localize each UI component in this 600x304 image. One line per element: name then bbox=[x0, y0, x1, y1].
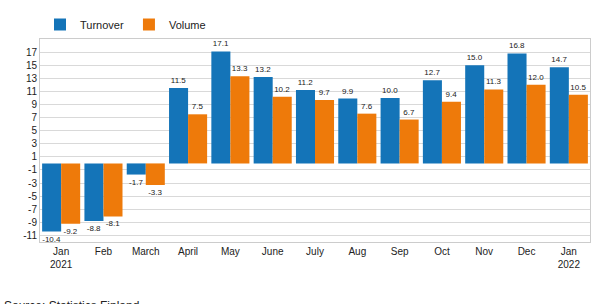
svg-text:9.7: 9.7 bbox=[319, 88, 331, 97]
svg-text:Sep: Sep bbox=[391, 246, 409, 257]
svg-text:Oct: Oct bbox=[434, 246, 450, 257]
svg-text:-7: -7 bbox=[28, 204, 37, 215]
svg-text:15: 15 bbox=[26, 60, 38, 71]
svg-text:17.1: 17.1 bbox=[213, 39, 229, 48]
svg-text:-8.8: -8.8 bbox=[87, 224, 101, 233]
svg-text:11.5: 11.5 bbox=[171, 76, 187, 85]
svg-text:11.2: 11.2 bbox=[298, 78, 314, 87]
svg-text:10.0: 10.0 bbox=[382, 86, 398, 95]
svg-text:1: 1 bbox=[31, 151, 37, 162]
svg-text:March: March bbox=[132, 246, 160, 257]
svg-text:Aug: Aug bbox=[348, 246, 366, 257]
svg-text:-8.1: -8.1 bbox=[106, 219, 120, 228]
svg-text:July: July bbox=[306, 246, 324, 257]
svg-text:Dec: Dec bbox=[518, 246, 536, 257]
svg-text:7.5: 7.5 bbox=[192, 102, 204, 111]
svg-text:Jan2021: Jan2021 bbox=[50, 246, 73, 270]
svg-text:13.3: 13.3 bbox=[232, 64, 248, 73]
svg-text:10.5: 10.5 bbox=[570, 83, 586, 92]
svg-text:5: 5 bbox=[31, 125, 37, 136]
svg-text:-1: -1 bbox=[28, 164, 37, 175]
svg-text:Volume: Volume bbox=[169, 19, 206, 31]
svg-text:10.2: 10.2 bbox=[274, 85, 290, 94]
svg-text:Nov: Nov bbox=[475, 246, 493, 257]
svg-text:June: June bbox=[262, 246, 284, 257]
svg-text:-9.2: -9.2 bbox=[64, 227, 78, 236]
svg-text:13.2: 13.2 bbox=[255, 65, 271, 74]
svg-text:-3: -3 bbox=[28, 178, 37, 189]
svg-text:7: 7 bbox=[31, 112, 37, 123]
svg-text:9: 9 bbox=[31, 99, 37, 110]
svg-text:-11: -11 bbox=[23, 230, 37, 241]
svg-text:12.7: 12.7 bbox=[424, 68, 440, 77]
svg-text:-9: -9 bbox=[28, 217, 37, 228]
svg-text:9.9: 9.9 bbox=[342, 87, 354, 96]
svg-text:7.6: 7.6 bbox=[361, 102, 373, 111]
svg-text:13: 13 bbox=[26, 73, 38, 84]
svg-text:May: May bbox=[221, 246, 240, 257]
svg-text:-5: -5 bbox=[28, 191, 37, 202]
svg-text:Jan2022: Jan2022 bbox=[558, 246, 581, 270]
svg-text:11.3: 11.3 bbox=[486, 77, 502, 86]
svg-text:15.0: 15.0 bbox=[467, 53, 483, 62]
svg-text:12.0: 12.0 bbox=[528, 73, 544, 82]
svg-text:-10.4: -10.4 bbox=[42, 235, 61, 244]
svg-text:Turnover: Turnover bbox=[80, 19, 124, 31]
svg-text:-1.7: -1.7 bbox=[129, 178, 143, 187]
svg-text:Feb: Feb bbox=[95, 246, 113, 257]
svg-text:17: 17 bbox=[26, 47, 38, 58]
svg-text:14.7: 14.7 bbox=[551, 55, 567, 64]
svg-text:9.4: 9.4 bbox=[446, 90, 458, 99]
svg-text:-3.3: -3.3 bbox=[148, 188, 162, 197]
svg-text:3: 3 bbox=[31, 138, 37, 149]
svg-text:Source: Statistics Finland: Source: Statistics Finland bbox=[4, 299, 139, 304]
svg-text:16.8: 16.8 bbox=[509, 41, 525, 50]
svg-text:11: 11 bbox=[27, 86, 38, 97]
svg-text:April: April bbox=[178, 246, 198, 257]
svg-text:6.7: 6.7 bbox=[403, 108, 415, 117]
